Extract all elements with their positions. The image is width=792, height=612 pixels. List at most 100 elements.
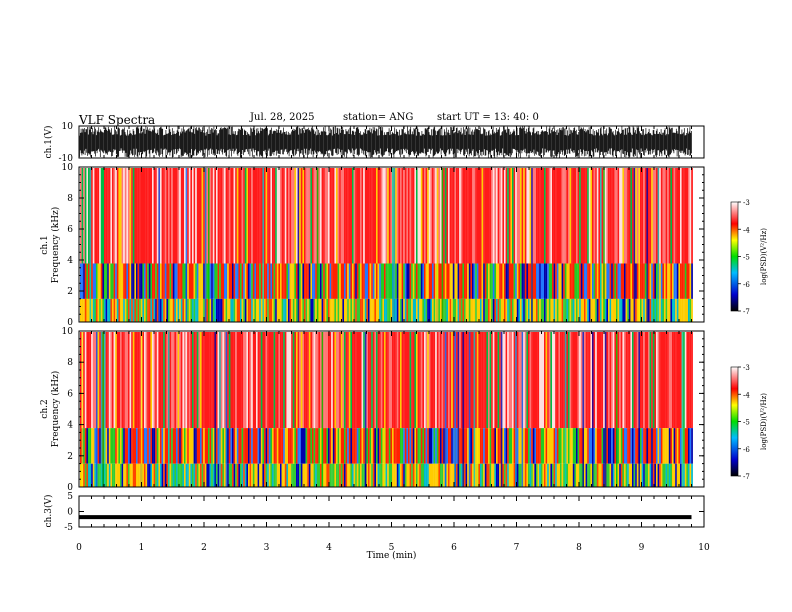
spectrogram-ch1-cell — [230, 168, 233, 264]
spectrogram-ch2-cell — [568, 463, 570, 487]
spectrogram-ch1-cell — [246, 263, 249, 299]
spectrogram-ch2-cell — [243, 463, 245, 487]
spectrogram-ch1-cell — [492, 168, 495, 264]
spectrogram-ch2-cell — [324, 463, 327, 487]
spectrogram-ch1-cell — [353, 298, 356, 322]
spectrogram-ch1-cell — [227, 168, 229, 264]
spectrogram-ch2-streak — [564, 332, 567, 487]
spectrogram-ch2-cell — [675, 332, 677, 429]
spectrogram-ch1-cell — [502, 263, 505, 299]
spectrogram-ch2-cell — [99, 463, 101, 487]
spectrogram-ch2-cell — [534, 332, 537, 429]
spectrogram-ch2-cell — [545, 463, 548, 487]
spectrogram-ch1-cell — [676, 263, 679, 299]
spectrogram-ch2-cell — [363, 332, 365, 429]
x-tick-label: 1 — [139, 543, 145, 553]
spectrogram-ch1-cell — [454, 168, 457, 264]
spectrogram-ch1-cell — [184, 168, 186, 264]
spectrogram-ch2-cell — [689, 428, 692, 464]
spectrogram-ch2-cell — [230, 463, 233, 487]
spectrogram-ch1-cell — [459, 298, 461, 322]
spectrogram-ch2-cell — [417, 463, 420, 487]
spectrogram-ch2-cell — [204, 463, 207, 487]
y-tick-label: 0 — [67, 508, 73, 518]
spectrogram-ch1-cell — [467, 298, 469, 322]
spectrogram-ch1-cell — [491, 168, 493, 264]
spectrogram-ch2-cell — [145, 332, 148, 429]
spectrogram-ch1-cell — [408, 168, 410, 264]
spectrogram-ch1-cell — [371, 298, 373, 322]
spectrogram-ch2-cell — [206, 463, 209, 487]
spectrogram-ch2-cell — [136, 428, 138, 464]
spectrogram-ch1-streak — [633, 168, 636, 322]
spectrogram-ch2-cell — [657, 428, 660, 464]
spectrogram-ch2-cell — [177, 428, 180, 464]
spectrogram-ch2-cell — [644, 428, 647, 464]
spectrogram-ch2-cell — [512, 463, 514, 487]
spectrogram-ch2-cell — [344, 463, 346, 487]
spectrogram-ch2-cell — [420, 463, 423, 487]
spectrogram-ch1-streak — [262, 168, 265, 322]
spectrogram-ch1-cell — [433, 168, 436, 264]
spectrogram-ch2-cell — [526, 332, 529, 429]
spectrogram-ch2-cell — [116, 463, 119, 487]
spectrogram-ch1-streak — [89, 168, 92, 322]
spectrogram-ch2-cell — [188, 463, 191, 487]
spectrogram-ch1-cell — [604, 168, 607, 264]
spectrogram-ch2-cell — [220, 463, 223, 487]
spectrogram-ch1-cell — [296, 298, 298, 322]
spectrogram-ch2-cell — [366, 332, 369, 429]
spectrogram-ch2-cell — [518, 428, 521, 464]
spectrogram-ch2-cell — [129, 428, 132, 464]
spectrogram-ch1-cell — [651, 168, 653, 264]
spectrogram-ch2-cell — [91, 463, 93, 487]
spectrogram-ch1-cell — [651, 263, 653, 299]
spectrogram-ch2-cell — [224, 332, 226, 429]
spectrogram-ch2-cell — [281, 463, 284, 487]
spectrogram-ch2-cell — [617, 463, 620, 487]
spectrogram-ch2-cell — [304, 332, 306, 429]
spectrogram-ch1-cell — [406, 168, 409, 264]
spectrogram-ch1-cell — [432, 298, 434, 322]
spectrogram-ch1-cell — [664, 298, 666, 322]
spectrogram-ch1-cell — [635, 263, 637, 299]
spectrogram-ch2-cell — [609, 428, 612, 464]
spectrogram-ch2-cell — [656, 332, 658, 429]
spectrogram-ch1-cell — [182, 168, 185, 264]
spectrogram-ch2-cell — [379, 332, 381, 429]
spectrogram-ch1-cell — [401, 168, 404, 264]
spectrogram-ch2-cell — [574, 463, 577, 487]
spectrogram-ch1-cell — [387, 298, 389, 322]
spectrogram-ch2-cell — [265, 463, 268, 487]
spectrogram-ch1-cell — [571, 263, 573, 299]
spectrogram-ch1-cell — [219, 263, 221, 299]
spectrogram-ch2-cell — [561, 463, 564, 487]
spectrogram-ch1-cell — [132, 263, 135, 299]
spectrogram-ch2-cell — [499, 332, 501, 429]
spectrogram-ch1-cell — [137, 168, 140, 264]
spectrogram-ch1-cell — [433, 298, 436, 322]
spectrogram-ch1-cell — [620, 298, 623, 322]
spectrogram-ch2-cell — [241, 428, 244, 464]
spectrogram-ch2-streak — [500, 332, 503, 487]
spectrogram-ch2-cell — [419, 332, 421, 429]
spectrogram-ch1-cell — [444, 168, 447, 264]
spectrogram-ch1-cell — [129, 168, 132, 264]
spectrogram-ch2-cell — [355, 428, 357, 464]
spectrogram-ch1-cell — [390, 263, 393, 299]
spectrogram-ch1-cell — [427, 298, 429, 322]
spectrogram-ch1-cell — [147, 168, 149, 264]
spectrogram-ch1-cell — [129, 298, 132, 322]
spectrogram-ch1-cell — [513, 263, 516, 299]
spectrogram-ch1-cell — [174, 168, 177, 264]
spectrogram-ch1-cell — [233, 263, 236, 299]
spectrogram-ch1-cell — [601, 168, 604, 264]
spectrogram-ch2-cell — [156, 428, 159, 464]
spectrogram-ch1-cell — [572, 298, 575, 322]
spectrogram-ch1-cell — [228, 263, 231, 299]
spectrogram-ch1-cell — [438, 168, 441, 264]
spectrogram-ch2-cell — [580, 428, 583, 464]
spectrogram-ch1-cell — [502, 298, 505, 322]
spectrogram-ch2-cell — [555, 463, 557, 487]
spectrogram-ch1-cell — [281, 263, 284, 299]
